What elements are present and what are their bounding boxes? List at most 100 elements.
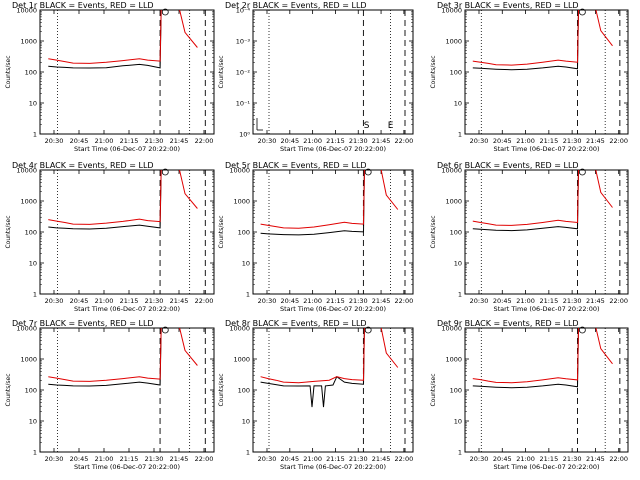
x-tick-label: 22:00: [395, 297, 414, 305]
series-events-line: [260, 170, 365, 236]
y-tick-label: 1000: [445, 356, 462, 364]
y-tick-label: 1: [246, 291, 250, 299]
x-tick-label: 22:00: [195, 297, 214, 305]
x-tick-label: 20:30: [258, 455, 277, 463]
y-tick-label: 10000: [441, 325, 462, 333]
y-tick-label: 100: [25, 69, 37, 77]
x-tick-label: 21:45: [586, 137, 605, 145]
panel-det-3: Det 3r BLACK = Events, RED = LLD 1 10 100 10…: [430, 1, 629, 153]
x-tick-label: 21:30: [145, 455, 164, 463]
x-tick-label: 21:15: [326, 455, 345, 463]
x-tick-label: 21:45: [372, 137, 391, 145]
y-tick-label: 1000: [20, 198, 37, 206]
panel-det-7: Det 7r BLACK = Events, RED = LLD 1 10 100 10…: [5, 319, 215, 471]
saturation-marker: [161, 168, 169, 176]
y-axis-title: Counts/sec: [430, 373, 437, 406]
series-lld-line: [48, 10, 198, 64]
x-tick-label: 21:00: [95, 455, 114, 463]
y-axis-title: Counts/sec: [430, 215, 437, 248]
x-tick-label: 21:15: [326, 297, 345, 305]
x-tick-label: 21:15: [326, 137, 345, 145]
x-tick-label: 22:00: [395, 137, 414, 145]
y-tick-label: 1000: [233, 198, 250, 206]
event-marker-label: S: [364, 121, 370, 131]
y-axis-title: Counts/sec: [218, 55, 225, 88]
x-axis-title: Start Time (06-Dec-07 20:22:00): [280, 145, 386, 153]
y-tick-label: 1: [458, 291, 462, 299]
y-tick-label: 1: [33, 131, 37, 139]
y-tick-label: 100: [25, 229, 37, 237]
y-axis-title: Counts/sec: [218, 373, 225, 406]
x-tick-label: 21:30: [349, 455, 368, 463]
y-axis-title: Counts/sec: [218, 215, 225, 248]
series-lld-line: [260, 328, 399, 384]
panel-det-5: Det 5r BLACK = Events, RED = LLD 1 10 100 10…: [218, 161, 414, 313]
x-tick-label: 22:00: [609, 455, 628, 463]
x-tick-label: 21:15: [120, 137, 139, 145]
y-tick-label: 10: [454, 418, 462, 426]
y-tick-label: 1: [33, 291, 37, 299]
x-axis-title: Start Time (06-Dec-07 20:22:00): [74, 305, 180, 313]
y-axis-title: Counts/sec: [5, 373, 12, 406]
y-tick-label: 1: [458, 131, 462, 139]
y-tick-label: 10000: [229, 167, 250, 175]
panel-det-9: Det 9r BLACK = Events, RED = LLD 1 10 100 10…: [430, 319, 629, 471]
series-events-line: [472, 10, 579, 71]
x-tick-label: 21:30: [349, 297, 368, 305]
x-tick-label: 20:30: [470, 137, 489, 145]
series-events-line: [48, 328, 162, 387]
x-axis-title: Start Time (06-Dec-07 20:22:00): [74, 145, 180, 153]
x-tick-label: 20:45: [70, 137, 89, 145]
x-tick-label: 21:00: [516, 297, 535, 305]
y-tick-label: 10⁻⁴: [236, 7, 251, 15]
series-events-line: [472, 170, 579, 232]
x-axis-title: Start Time (06-Dec-07 20:22:00): [493, 463, 599, 471]
saturation-marker: [161, 8, 169, 16]
x-tick-label: 22:00: [609, 137, 628, 145]
x-tick-label: 22:00: [195, 137, 214, 145]
series-lld-line: [472, 10, 613, 66]
y-tick-label: 10⁰: [239, 131, 250, 139]
y-tick-label: 10000: [229, 325, 250, 333]
x-tick-label: 21:45: [170, 455, 189, 463]
x-tick-label: 21:00: [303, 297, 322, 305]
saturation-marker: [364, 326, 372, 334]
x-tick-label: 22:00: [609, 297, 628, 305]
saturation-marker: [364, 168, 372, 176]
series-lld-line: [48, 328, 198, 382]
x-tick-label: 20:30: [45, 137, 64, 145]
series-events-line: [472, 328, 579, 389]
panel-title: Det 3r BLACK = Events, RED = LLD: [437, 1, 579, 10]
panel-det-1: Det 1r BLACK = Events, RED = LLD 1 10 100 10…: [5, 1, 215, 153]
series-lld-line: [260, 170, 399, 229]
x-tick-label: 20:30: [45, 455, 64, 463]
y-tick-label: 10000: [16, 7, 37, 15]
x-tick-label: 20:45: [70, 297, 89, 305]
y-tick-label: 10: [29, 100, 37, 108]
panel-title: Det 6r BLACK = Events, RED = LLD: [437, 161, 579, 170]
x-axis-title: Start Time (06-Dec-07 20:22:00): [74, 463, 180, 471]
x-tick-label: 20:45: [493, 297, 512, 305]
y-tick-label: 100: [450, 69, 462, 77]
x-tick-label: 21:45: [372, 297, 391, 305]
x-tick-label: 21:15: [120, 297, 139, 305]
x-tick-label: 21:00: [303, 455, 322, 463]
y-tick-label: 1000: [445, 198, 462, 206]
plot-frame: [39, 169, 215, 295]
y-tick-label: 10: [454, 100, 462, 108]
x-tick-label: 21:30: [145, 137, 164, 145]
x-axis-title: Start Time (06-Dec-07 20:22:00): [280, 463, 386, 471]
x-tick-label: 21:30: [349, 137, 368, 145]
y-tick-label: 10: [242, 260, 250, 268]
x-tick-label: 22:00: [195, 455, 214, 463]
x-tick-label: 20:45: [280, 297, 299, 305]
x-tick-label: 21:00: [516, 137, 535, 145]
y-tick-label: 10000: [441, 167, 462, 175]
series-lld-line: [472, 328, 613, 384]
y-axis-title: Counts/sec: [5, 55, 12, 88]
panel-title: Det 2r BLACK = Events, RED = LLD: [225, 1, 367, 10]
panel-det-2: Det 2r BLACK = Events, RED = LLD 10⁰ 10⁻¹ 1…: [218, 1, 414, 153]
series-events-line: [48, 10, 162, 69]
x-tick-label: 20:30: [470, 455, 489, 463]
